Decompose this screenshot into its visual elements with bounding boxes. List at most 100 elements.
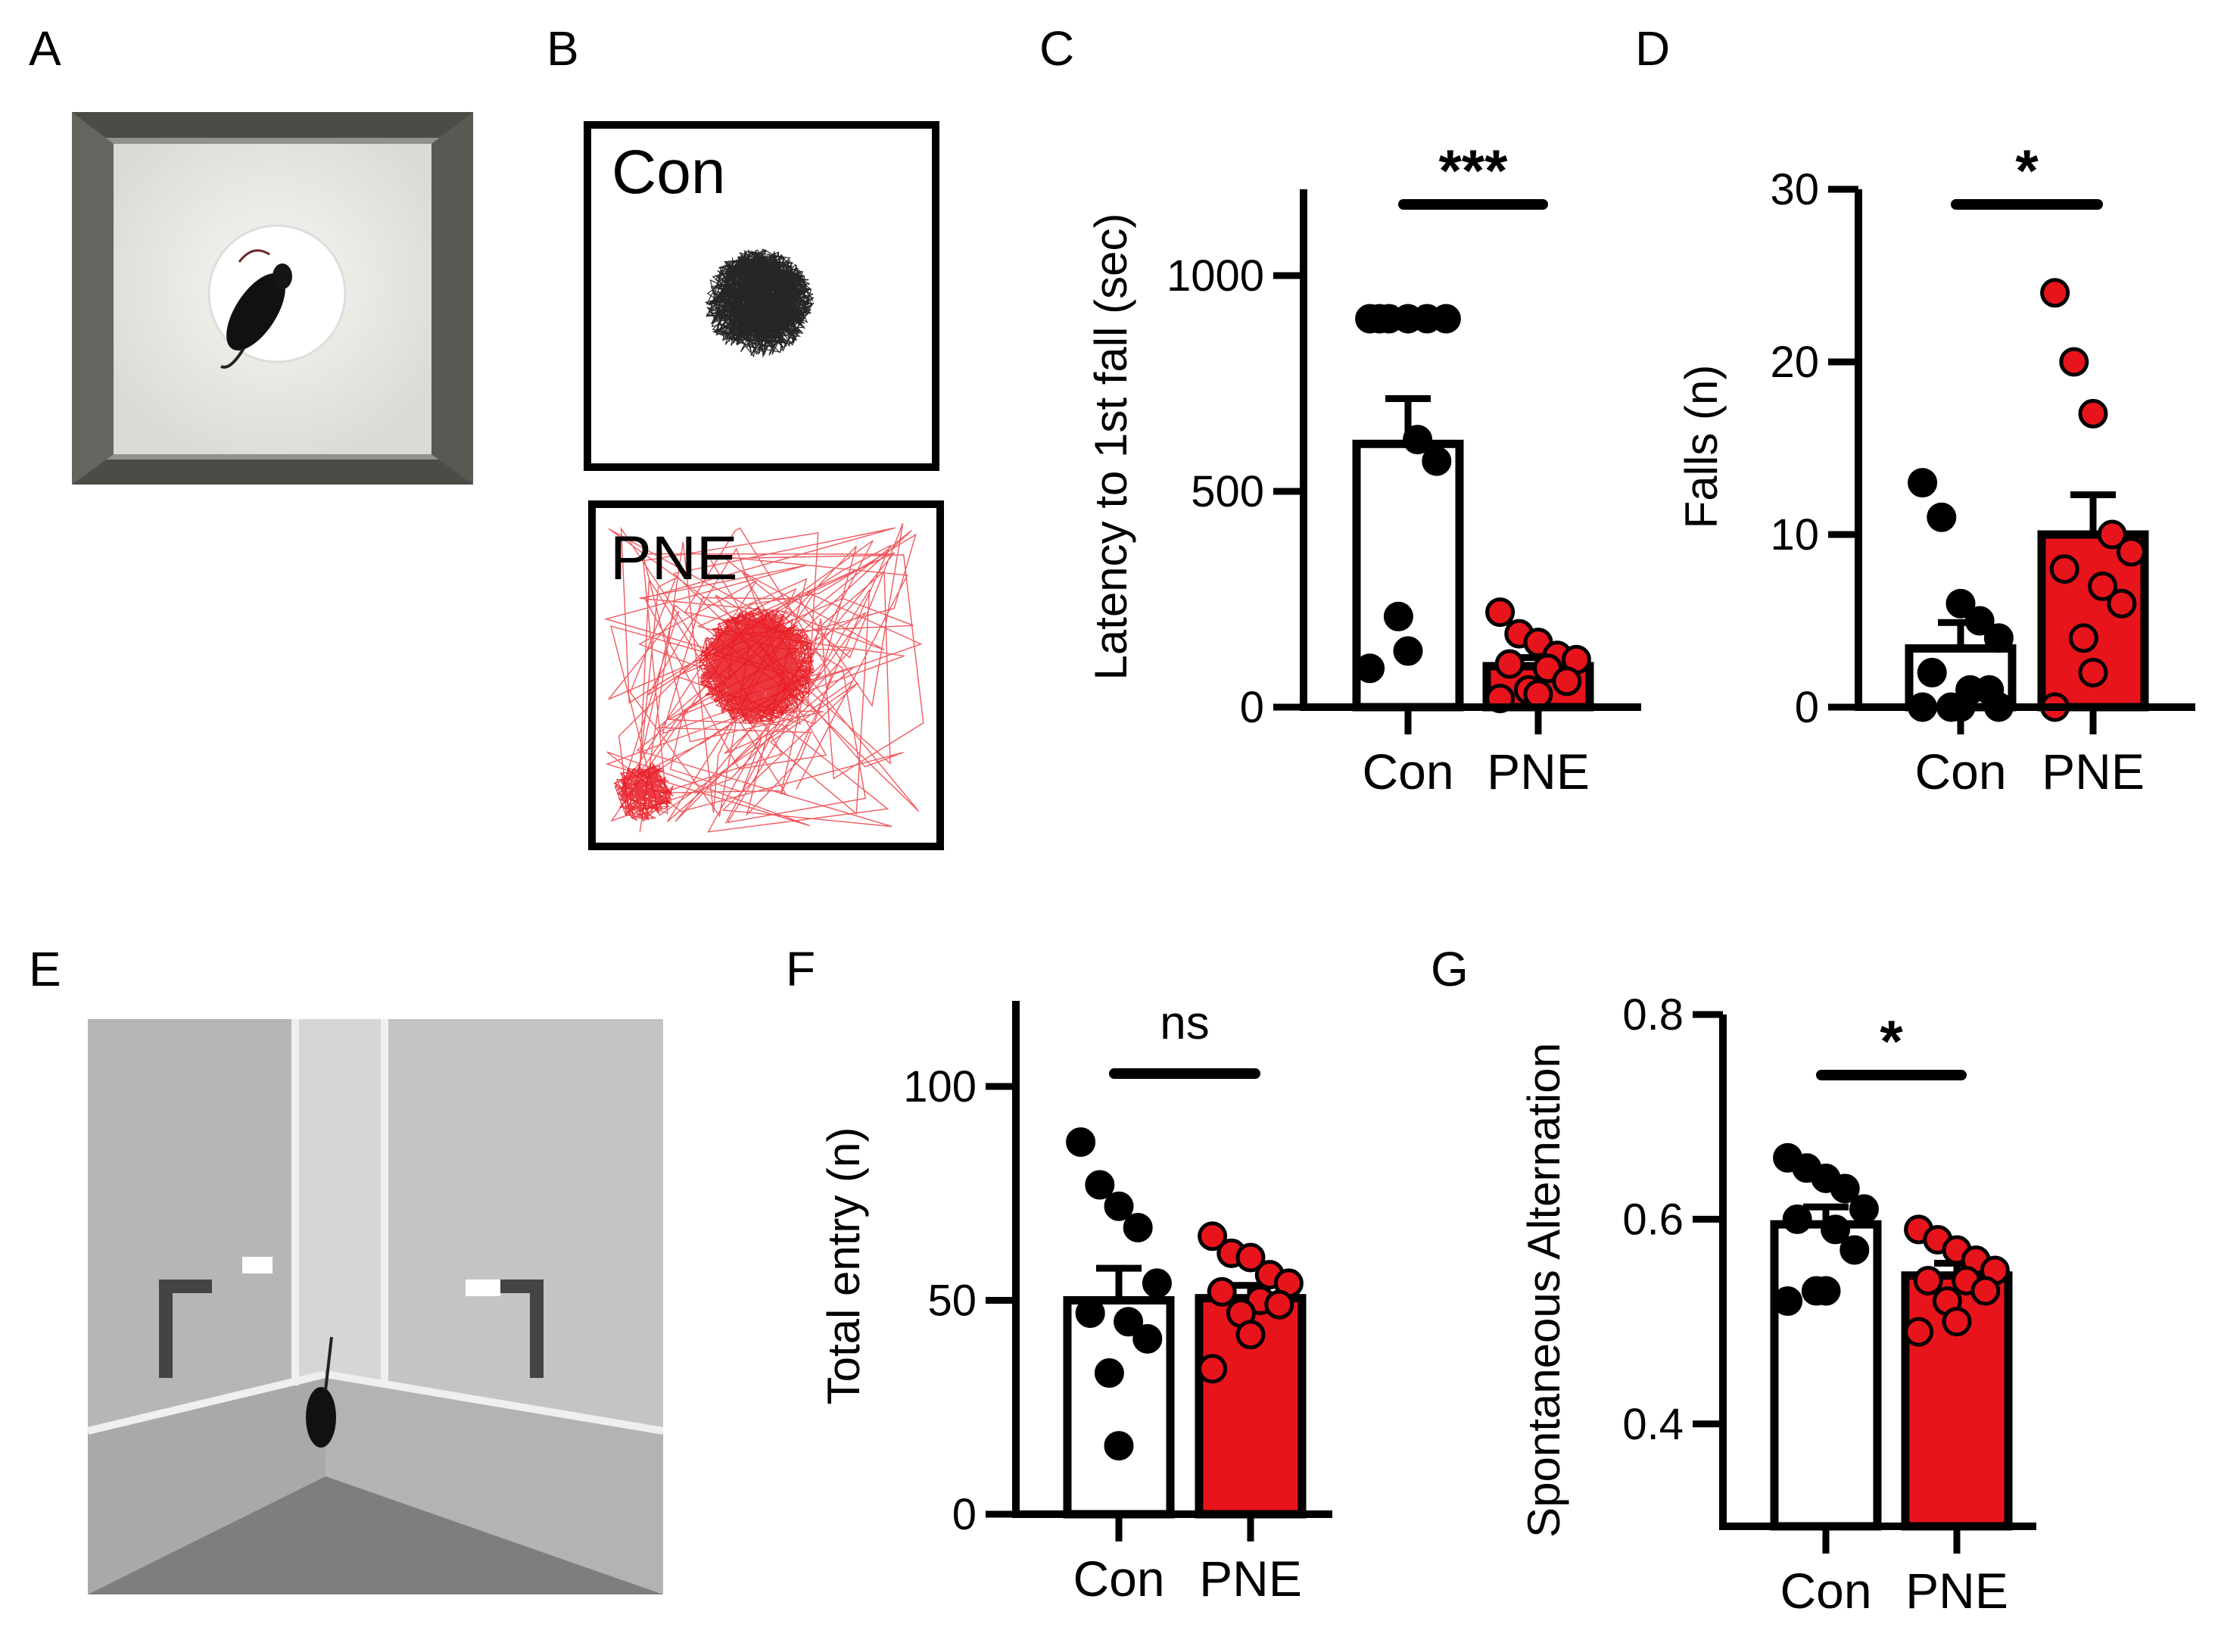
- track-path-wander: [603, 523, 924, 833]
- data-point-con: [1132, 1323, 1163, 1354]
- data-point-con: [1964, 606, 1995, 636]
- data-point-con: [1917, 657, 1947, 687]
- panel-label-f: F: [786, 942, 815, 996]
- panel-label-b: B: [547, 21, 579, 76]
- data-point-pne: [1942, 1307, 1972, 1337]
- x-tick-label-pne: PNE: [2042, 743, 2145, 800]
- data-point-pne: [1264, 1289, 1294, 1320]
- data-point-con: [1066, 1127, 1096, 1157]
- data-point-con: [1383, 601, 1413, 631]
- data-point-con: [1364, 304, 1394, 334]
- x-tick-label-pne: PNE: [1199, 1551, 1302, 1607]
- bar-con: [1770, 1220, 1882, 1531]
- data-point-pne: [2068, 623, 2098, 653]
- tracking-plot-pne: PNE: [588, 500, 944, 850]
- panel-label-e: E: [29, 942, 61, 996]
- y-tick-label: 0: [1240, 683, 1264, 732]
- data-point-con: [1094, 1358, 1124, 1389]
- data-point-con: [1927, 502, 1957, 532]
- data-point-pne: [1198, 1354, 1228, 1384]
- data-point-pne: [2097, 519, 2127, 550]
- data-point-con: [1104, 1431, 1134, 1461]
- track-trace-pne: [603, 523, 924, 833]
- data-point-pne: [1904, 1317, 1934, 1347]
- data-point-pne: [2078, 398, 2108, 429]
- y-tick-label: 0: [952, 1490, 977, 1539]
- panel-label-c: C: [1039, 21, 1074, 76]
- y-tick-label: 100: [903, 1062, 977, 1111]
- y-tick-label: 20: [1770, 338, 1819, 387]
- y-axis-label: Total entry (n): [818, 1127, 869, 1405]
- data-point-pne: [2049, 554, 2079, 584]
- data-point-con: [1431, 304, 1461, 334]
- x-tick-label-con: Con: [1914, 743, 2006, 800]
- data-point-pne: [2088, 571, 2118, 601]
- track-label-con: Con: [612, 138, 725, 207]
- data-point-pne: [2078, 657, 2108, 687]
- y-tick-label: 0: [1795, 683, 1819, 732]
- y-tick-label: 10: [1770, 510, 1819, 559]
- chart-d: 0 10 20 30 Con PNE Falls (n) *: [1676, 137, 2195, 800]
- significance-label: ***: [1438, 137, 1508, 204]
- data-point-con: [1123, 1212, 1153, 1242]
- panel-label-g: G: [1431, 942, 1469, 996]
- chart-f: 0 50 100 Con PNE Total entry (n) ns: [818, 997, 1332, 1607]
- data-point-con: [1821, 1214, 1851, 1245]
- significance-label: ns: [1160, 997, 1209, 1049]
- significance-label: *: [2015, 137, 2039, 204]
- track-label-pne: PNE: [610, 524, 738, 593]
- data-point-con: [1773, 1286, 1803, 1317]
- data-point-con: [1811, 1276, 1841, 1306]
- y-tick-label: 0.4: [1622, 1400, 1684, 1449]
- y-axis-label: Spontaneous Alternation: [1519, 1043, 1569, 1538]
- data-point-pne: [1235, 1242, 1266, 1273]
- data-point-con: [1422, 446, 1452, 476]
- y-tick-label: 1000: [1167, 251, 1264, 301]
- data-point-con: [1782, 1204, 1812, 1234]
- tracking-plot-con: Con: [584, 121, 939, 471]
- data-point-con: [1945, 588, 1976, 619]
- data-point-pne: [1207, 1276, 1237, 1307]
- x-tick-label-con: Con: [1073, 1551, 1164, 1607]
- chart-g: 0.4 0.6 0.8 Con PNE Spontaneous Alternation *: [1519, 990, 2036, 1619]
- mouse-on-circular-platform-photo: [72, 112, 473, 485]
- data-point-pne: [1235, 1320, 1266, 1350]
- data-point-con: [1142, 1268, 1172, 1298]
- data-point-pne: [1523, 679, 1553, 709]
- y-tick-label: 50: [927, 1276, 977, 1326]
- y-tick-label: 500: [1191, 467, 1264, 516]
- x-tick-label-pne: PNE: [1905, 1563, 2008, 1619]
- data-point-pne: [1494, 649, 1525, 679]
- track-trace-con: [704, 248, 815, 358]
- data-point-con: [1085, 1170, 1115, 1200]
- x-tick-label-con: Con: [1362, 743, 1453, 800]
- data-point-pne: [1198, 1221, 1228, 1251]
- chart-c: 0 500 1000 Con PNE Latency to 1st fall (sec) *…: [1086, 137, 1641, 800]
- y-axis-label: Latency to 1st fall (sec): [1086, 214, 1136, 681]
- data-point-pne: [2040, 278, 2070, 308]
- data-point-con: [1075, 1298, 1105, 1328]
- data-point-con: [1355, 653, 1385, 684]
- data-point-pne: [1970, 1276, 2001, 1306]
- data-point-con: [1393, 636, 1423, 666]
- x-tick-label-con: Con: [1780, 1563, 1871, 1619]
- data-point-pne: [2107, 588, 2137, 619]
- data-point-con: [1908, 468, 1938, 498]
- y-axis-label: Falls (n): [1676, 365, 1727, 529]
- y-tick-label: 0.8: [1622, 990, 1684, 1040]
- data-point-pne: [1485, 597, 1516, 628]
- data-point-con: [1114, 1307, 1144, 1337]
- data-point-con: [1104, 1191, 1134, 1221]
- data-point-con: [1983, 623, 2014, 653]
- data-point-con: [1840, 1235, 1870, 1265]
- data-point-con: [1830, 1174, 1860, 1204]
- data-point-con: [1403, 425, 1433, 455]
- data-point-pne: [2116, 537, 2146, 567]
- track-path: [704, 248, 815, 358]
- track-path: [613, 761, 674, 822]
- y-tick-label: 0.6: [1622, 1195, 1684, 1244]
- data-point-pne: [2059, 347, 2089, 377]
- y-maze-photo: [86, 1019, 664, 1594]
- panel-label-a: A: [29, 21, 61, 76]
